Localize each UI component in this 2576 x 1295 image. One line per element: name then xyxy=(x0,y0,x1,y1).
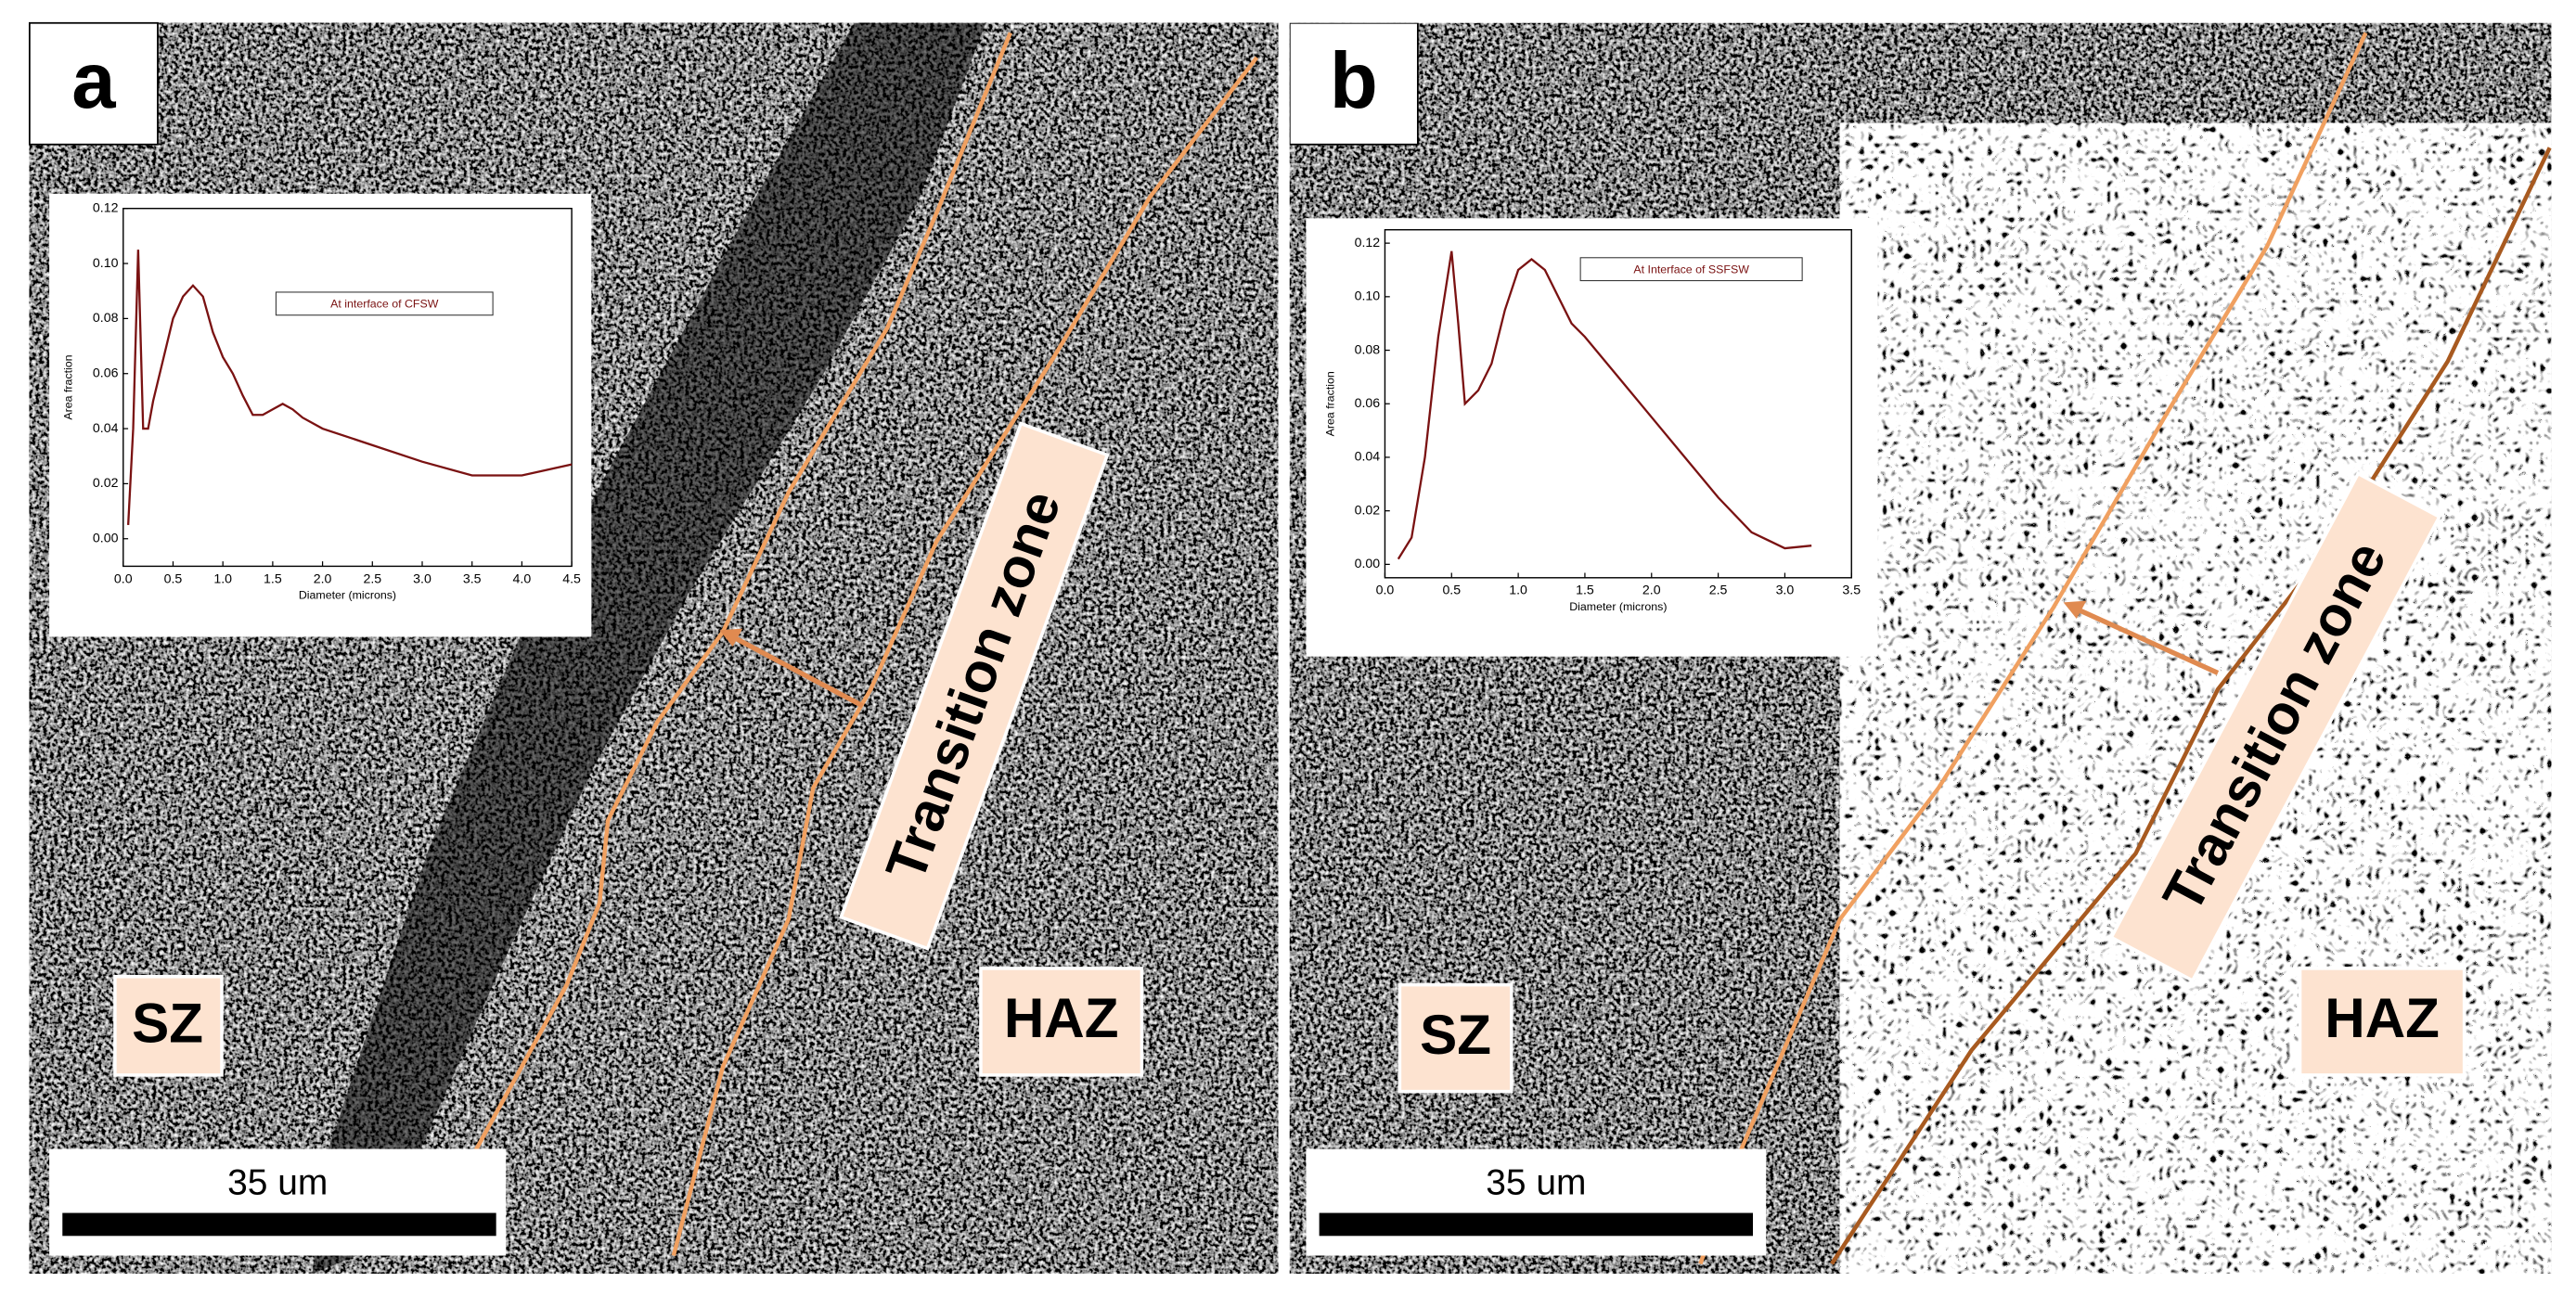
scale-bar-box xyxy=(49,1148,507,1256)
x-tick-label: 3.5 xyxy=(1842,583,1861,597)
scale-bar-label: 35 um xyxy=(227,1163,328,1203)
x-axis-label: Diameter (microns) xyxy=(299,589,396,602)
arrow xyxy=(731,635,864,709)
region-box xyxy=(979,967,1144,1077)
inset-charts: 0.0 0.5 1.0 1.5 2.0 2.5 3.0 3.5 4.0 4.50.000.020.… xyxy=(49,193,1878,657)
annotation: At Interface of SSFSW xyxy=(1633,263,1749,276)
arrowhead xyxy=(719,628,743,648)
scale-bar xyxy=(62,1212,496,1237)
y-tick-label: 0.12 xyxy=(1355,235,1381,250)
panel-label-box xyxy=(1289,22,1419,146)
x-tick-label: 2.0 xyxy=(1642,583,1661,597)
x-tick-label: 0.5 xyxy=(1442,583,1461,597)
region-label: HAZ xyxy=(2325,987,2440,1049)
x-tick-label: 1.5 xyxy=(1576,583,1594,597)
panel-a: a SZ HAZ Transition zone 35 um xyxy=(28,21,1279,1274)
dark-band xyxy=(312,22,986,1274)
annotation-box xyxy=(1579,257,1803,282)
x-axis-label: Diameter (microns) xyxy=(1569,600,1667,613)
region-box xyxy=(2108,471,2442,983)
region-box xyxy=(1397,982,1513,1094)
region-box xyxy=(2298,967,2467,1077)
boundary-line xyxy=(671,56,1259,1257)
region-label: SZ xyxy=(132,993,203,1055)
x-tick-label: 2.5 xyxy=(1709,583,1728,597)
x-tick-label: 4.5 xyxy=(562,571,581,585)
y-tick-label: 0.08 xyxy=(1355,341,1381,356)
scale-bar-label: 35 um xyxy=(1486,1163,1586,1203)
x-tick-label: 1.0 xyxy=(1509,583,1527,597)
plot-frame xyxy=(122,207,573,568)
y-tick-label: 0.00 xyxy=(1355,556,1381,571)
y-axis-label: Area fraction xyxy=(62,354,75,419)
chart-background xyxy=(1306,218,1878,657)
inset-chart: 0.0 0.5 1.0 1.5 2.0 2.5 3.0 3.5 0.00 0.02 0.04 0.06… xyxy=(1306,218,1878,657)
region-box xyxy=(113,974,224,1077)
y-axis-label: Area fraction xyxy=(1323,371,1336,436)
y-tick-label: 0.10 xyxy=(93,255,119,270)
region-box xyxy=(839,421,1110,951)
annotation-box xyxy=(275,291,494,316)
boundary-line xyxy=(449,32,1012,1251)
y-tick-label: 0.02 xyxy=(1355,502,1381,517)
inset-chart: 0.0 0.5 1.0 1.5 2.0 2.5 3.0 3.5 4.0 4.5 0.00 0.02 0.… xyxy=(49,193,592,637)
y-tick-label: 0.04 xyxy=(93,420,119,435)
y-tick-label: 0.06 xyxy=(1355,395,1381,410)
boundary-line xyxy=(1830,147,2552,1265)
x-tick-label: 0.5 xyxy=(164,571,183,585)
panel-label: a xyxy=(71,37,116,125)
x-tick-label: 0.0 xyxy=(114,571,133,585)
scale-bar xyxy=(1319,1212,1754,1237)
x-tick-label: 2.0 xyxy=(314,571,332,585)
y-tick-label: 0.04 xyxy=(1355,449,1381,464)
data-line xyxy=(127,250,573,525)
x-tick-label: 3.5 xyxy=(463,571,482,585)
x-tick-label: 0.0 xyxy=(1376,583,1395,597)
region-label: HAZ xyxy=(1004,987,1119,1049)
arrow xyxy=(2075,607,2220,675)
panel-label-box xyxy=(28,21,159,146)
x-tick-label: 3.0 xyxy=(1776,583,1795,597)
scale-bar-box xyxy=(1306,1148,1767,1256)
x-tick-label: 4.0 xyxy=(513,571,532,585)
x-tick-label: 2.5 xyxy=(363,571,381,585)
annotation: At interface of CFSW xyxy=(330,297,439,310)
y-tick-label: 0.10 xyxy=(1355,288,1381,303)
y-tick-label: 0.00 xyxy=(93,530,119,545)
y-tick-label: 0.02 xyxy=(93,475,119,490)
data-line xyxy=(1397,250,1812,560)
x-tick-label: 1.5 xyxy=(264,571,282,585)
x-tick-label: 3.0 xyxy=(413,571,431,585)
y-tick-label: 0.06 xyxy=(93,365,119,379)
y-tick-label: 0.08 xyxy=(93,310,119,325)
y-tick-label: 0.12 xyxy=(93,199,119,214)
region-label: SZ xyxy=(1420,1004,1491,1066)
arrowhead xyxy=(2063,600,2087,620)
panel-label: b xyxy=(1330,37,1378,125)
boundary-line xyxy=(1698,32,2368,1265)
x-tick-label: 1.0 xyxy=(213,571,232,585)
